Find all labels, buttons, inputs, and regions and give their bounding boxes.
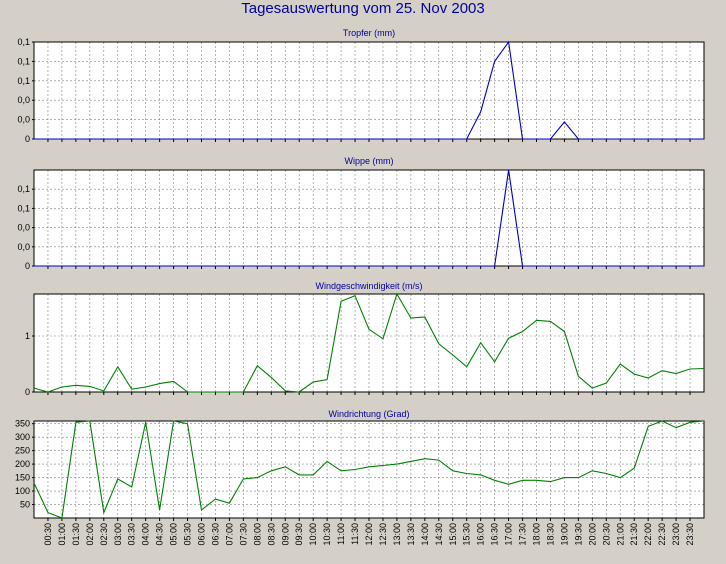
y-tick-label: 0,0 [17, 223, 30, 233]
x-tick-label: 14:00 [420, 523, 430, 546]
x-tick-label: 09:00 [280, 523, 290, 546]
series-line [33, 420, 705, 519]
x-tick-label: 15:30 [462, 523, 472, 546]
x-tick-label: 11:00 [336, 523, 346, 545]
y-tick-label: 0,1 [17, 37, 30, 47]
x-tick-label: 02:00 [85, 523, 95, 546]
x-tick-label: 13:30 [406, 523, 416, 546]
x-tick-label: 20:30 [601, 523, 611, 546]
y-tick-label: 0,0 [17, 115, 30, 125]
x-tick-label: 16:30 [490, 523, 500, 546]
chart-panel-3: 0 1 Windgeschwindigkeit (m/s) [25, 281, 705, 397]
chart-title: Windgeschwindigkeit (m/s) [315, 281, 422, 291]
x-tick-label: 02:30 [99, 523, 109, 546]
x-tick-label: 12:00 [364, 523, 374, 546]
x-tick-label: 07:30 [238, 523, 248, 546]
x-tick-label: 04:00 [141, 523, 151, 546]
x-tick-label: 06:30 [210, 523, 220, 546]
y-tick-label: 0,1 [17, 76, 30, 86]
y-tick-label: 0,0 [17, 242, 30, 252]
y-tick-label: 50 [20, 500, 30, 510]
x-tick-label: 23:30 [685, 523, 695, 546]
x-tick-label: 19:00 [559, 523, 569, 546]
y-tick-label: 0,1 [17, 56, 30, 66]
x-tick-label: 09:30 [294, 523, 304, 546]
x-tick-label: 00:30 [43, 523, 53, 546]
x-tick-label: 10:30 [322, 523, 332, 546]
y-tick-label: 0,1 [17, 203, 30, 213]
y-tick-label: 0,1 [17, 184, 30, 194]
chart-title: Windrichtung (Grad) [328, 409, 409, 419]
x-tick-label: 05:30 [183, 523, 193, 546]
x-tick-label: 03:00 [113, 523, 123, 546]
x-tick-label: 01:00 [57, 523, 67, 546]
x-tick-label: 12:30 [378, 523, 388, 546]
x-tick-label: 08:30 [266, 523, 276, 546]
chart-title: Wippe (mm) [345, 156, 394, 166]
series-line [34, 40, 704, 140]
chart-panel-1: 0 0,0 0,0 0,1 0,1 0,1 Tropfer (mm) [17, 28, 705, 144]
x-tick-label: 18:00 [532, 523, 542, 546]
x-tick-label: 06:00 [197, 523, 207, 546]
x-tick-label: 15:00 [448, 523, 458, 546]
x-tick-label: 17:00 [504, 523, 514, 546]
x-tick-label: 11:30 [350, 523, 360, 545]
y-tick-label: 0,0 [17, 95, 30, 105]
x-tick-label: 03:30 [127, 523, 137, 546]
x-tick-label: 16:00 [476, 523, 486, 546]
y-tick-label: 350 [15, 419, 30, 429]
x-tick-label: 21:30 [629, 523, 639, 546]
chart-title: Tropfer (mm) [343, 28, 395, 38]
page-title: Tagesauswertung vom 25. Nov 2003 [241, 0, 485, 17]
x-tick-label: 22:00 [643, 523, 653, 546]
x-tick-label: 20:00 [587, 523, 597, 546]
x-tick-label: 10:00 [308, 523, 318, 546]
x-tick-label: 01:30 [71, 523, 81, 546]
x-tick-label: 21:00 [615, 523, 625, 546]
y-tick-label: 250 [15, 446, 30, 456]
y-tick-label: 200 [15, 459, 30, 469]
y-tick-label: 0 [25, 134, 30, 144]
x-tick-label: 04:30 [155, 523, 165, 546]
x-tick-label: 23:00 [671, 523, 681, 546]
y-tick-label: 150 [15, 473, 30, 483]
x-tick-label: 08:00 [252, 523, 262, 546]
series-line [33, 292, 705, 393]
y-tick-label: 1 [25, 331, 30, 341]
x-tick-label: 22:30 [657, 523, 667, 546]
x-tick-label: 13:00 [392, 523, 402, 546]
x-tick-label: 17:30 [518, 523, 528, 546]
y-tick-label: 100 [15, 486, 30, 496]
x-tick-label: 07:00 [224, 523, 234, 546]
x-tick-label: 05:00 [169, 523, 179, 546]
y-tick-label: 0 [25, 261, 30, 271]
x-tick-label: 19:30 [573, 523, 583, 546]
y-tick-label: 300 [15, 432, 30, 442]
y-tick-label: 0 [25, 387, 30, 397]
series-line [34, 169, 704, 267]
x-tick-label: 14:30 [434, 523, 444, 546]
x-axis-labels: 00:30 01:00 01:30 02:00 02:30 03:00 03:30 04:00… [43, 523, 695, 546]
chart-panel-2: 0 0,0 0,0 0,1 0,1 Wippe (mm) [17, 156, 705, 271]
x-tick-label: 18:30 [545, 523, 555, 546]
chart-panel-4: 50 100 150 200 250 300 350 Windrichtung (Grad) [15, 409, 705, 521]
